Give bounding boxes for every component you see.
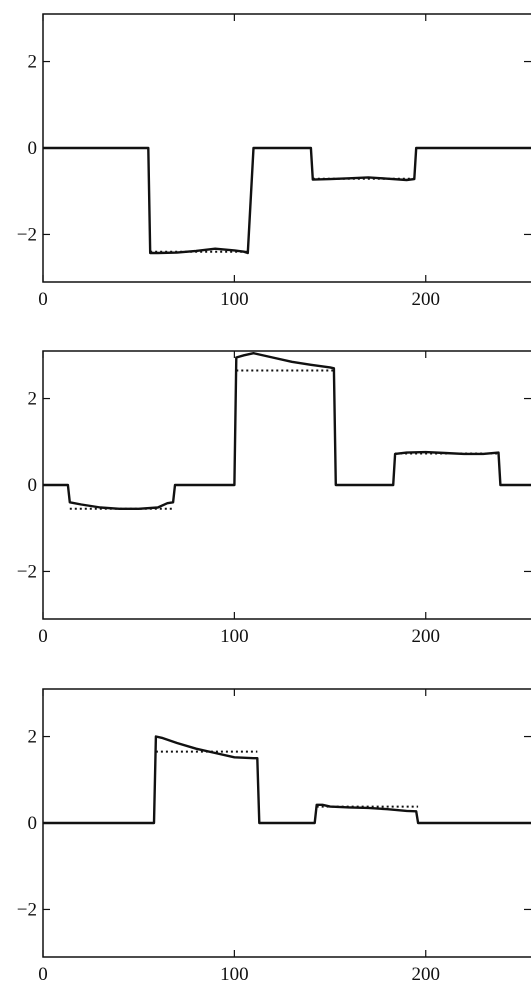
x-tick-label: 0	[38, 626, 48, 647]
y-tick-label: 2	[28, 389, 38, 410]
series-measured-line	[43, 146, 531, 255]
y-tick-label: −2	[17, 899, 37, 920]
x-tick-label: 200	[411, 964, 440, 985]
x-tick-label: 100	[220, 626, 249, 647]
panel-top: 0 100 200 2 0 −2	[17, 13, 531, 310]
x-tick-label: 200	[411, 289, 440, 310]
axes-frame	[42, 350, 531, 620]
x-tick-label: 100	[220, 964, 249, 985]
y-tick-label: 0	[28, 813, 38, 834]
y-tick-label: −2	[17, 561, 37, 582]
series-measured-line	[43, 735, 531, 825]
x-tick-label: 100	[220, 289, 249, 310]
panel-bottom: 0 100 200 2 0 −2	[17, 688, 531, 985]
y-tick-label: 0	[28, 475, 38, 496]
y-tick-label: −2	[17, 224, 37, 245]
series-measured-line	[43, 352, 531, 510]
y-tick-label: 2	[28, 52, 38, 73]
x-tick-label: 0	[38, 964, 48, 985]
panel-middle: 0 100 200 2 0 −2	[17, 350, 531, 647]
x-tick-label: 0	[38, 289, 48, 310]
x-tick-label: 200	[411, 626, 440, 647]
y-tick-label: 2	[28, 727, 38, 748]
y-tick-label: 0	[28, 138, 38, 159]
